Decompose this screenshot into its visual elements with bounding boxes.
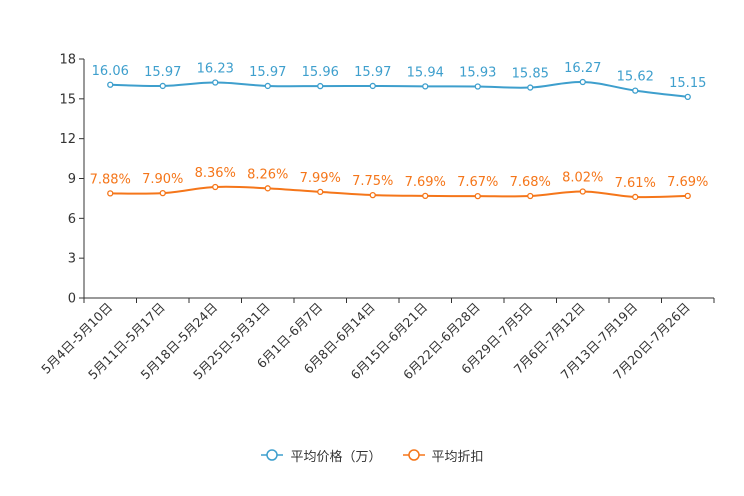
data-point: [212, 183, 219, 191]
data-label: 7.69%: [405, 175, 446, 190]
y-tick-label: 18: [59, 53, 76, 68]
data-label: 16.27: [564, 61, 601, 76]
data-label: 15.97: [249, 65, 286, 80]
data-label: 7.69%: [667, 175, 708, 190]
legend-marker-avg-discount-icon: [402, 449, 425, 461]
data-point: [159, 189, 166, 197]
y-tick-label: 15: [59, 92, 76, 107]
data-label: 15.97: [354, 65, 391, 80]
data-label: 7.90%: [142, 172, 183, 187]
data-label: 8.02%: [562, 171, 603, 186]
data-point: [579, 188, 586, 195]
legend-item-avg-discount[interactable]: 平均折扣: [402, 446, 484, 465]
y-tick-label: 9: [68, 172, 76, 187]
data-point: [474, 83, 481, 90]
data-point: [632, 193, 639, 201]
data-label: 15.96: [302, 65, 339, 80]
data-point: [527, 84, 534, 91]
data-point: [317, 82, 324, 90]
data-point: [159, 82, 166, 90]
data-label: 15.97: [144, 65, 181, 80]
data-point: [107, 190, 114, 197]
data-point: [684, 93, 691, 100]
data-label: 16.23: [197, 62, 234, 77]
data-label: 15.85: [512, 67, 549, 82]
data-label: 16.06: [92, 64, 129, 79]
series-line-avg-price: [110, 80, 688, 98]
data-label: 8.26%: [247, 167, 288, 182]
y-tick-label: 6: [68, 212, 76, 227]
data-point: [422, 192, 429, 200]
data-point: [264, 185, 271, 192]
data-label: 7.75%: [352, 174, 393, 189]
data-point: [579, 78, 586, 86]
data-point: [369, 191, 376, 199]
data-label: 15.93: [459, 65, 496, 80]
data-label: 7.99%: [300, 171, 341, 186]
data-point: [369, 82, 376, 90]
line-chart: 03691215185月4日-5月10日5月11日-5月17日5月18日-5月2…: [38, 53, 715, 382]
data-point: [684, 192, 691, 200]
legend-marker-avg-price-icon: [261, 449, 284, 461]
data-point: [107, 81, 114, 88]
y-tick-label: 12: [59, 132, 76, 147]
data-label: 15.94: [407, 65, 444, 80]
legend-item-avg-price[interactable]: 平均价格（万）: [260, 446, 382, 465]
data-point: [317, 188, 324, 196]
data-point: [422, 83, 429, 90]
data-label: 7.88%: [90, 172, 131, 187]
legend-label-avg-price: 平均价格（万）: [290, 449, 382, 465]
legend: 平均价格（万） 平均折扣: [0, 444, 744, 466]
data-label: 7.61%: [615, 176, 656, 191]
series-line-avg-discount: [110, 185, 688, 199]
y-tick-label: 0: [68, 292, 76, 307]
legend-label-avg-discount: 平均折扣: [431, 449, 484, 465]
data-point: [264, 82, 271, 90]
data-label: 7.68%: [510, 175, 551, 190]
data-point: [527, 192, 534, 200]
data-label: 8.36%: [195, 166, 236, 181]
data-label: 15.15: [669, 76, 706, 91]
data-label: 15.62: [617, 70, 654, 85]
data-point: [212, 79, 219, 86]
data-label: 7.67%: [457, 175, 498, 190]
y-tick-label: 3: [68, 252, 76, 267]
data-point: [474, 193, 481, 200]
data-point: [632, 87, 639, 94]
